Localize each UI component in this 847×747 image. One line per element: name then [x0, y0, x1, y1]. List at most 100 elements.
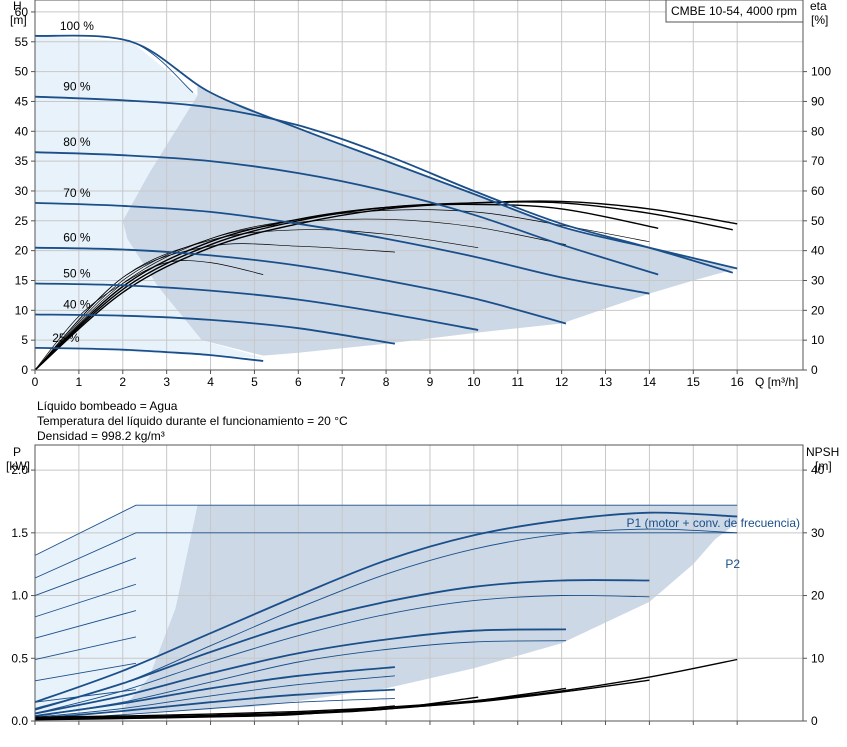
speed-label: 70 %	[63, 186, 91, 200]
speed-label: 25 %	[52, 331, 80, 345]
speed-label: 60 %	[63, 231, 91, 245]
y-label-left-unit: [m]	[10, 13, 27, 27]
head-curve-60	[34, 246, 567, 325]
x-tick-label: 8	[383, 375, 390, 389]
power-curve-p1	[34, 579, 650, 711]
plot-frame-top	[34, 0, 804, 371]
y-tick-label-right: 0	[811, 714, 818, 728]
x-tick-label: 10	[467, 375, 481, 389]
speed-label: 80 %	[63, 135, 91, 149]
y-label-left-name: P	[13, 445, 21, 459]
y-tick-label-left: 30	[15, 184, 29, 198]
y-tick-label-left: 40	[15, 124, 29, 138]
y-tick-label-left: 25	[15, 214, 29, 228]
efficiency-curve-40	[34, 243, 395, 371]
y-label-right-name: eta	[810, 0, 827, 13]
y-label-right-name: NPSH	[806, 445, 839, 459]
speed-label: 100 %	[60, 19, 94, 33]
y-tick-label-left: 5	[21, 333, 28, 347]
y-tick-label-right: 10	[811, 333, 825, 347]
efficiency-curve-80	[34, 203, 659, 371]
y-tick-label-right: 30	[811, 273, 825, 287]
x-tick-label: 1	[76, 375, 83, 389]
power-curve-p2	[34, 594, 650, 714]
speed-label: 50 %	[63, 266, 91, 280]
power-limit-line	[34, 504, 738, 556]
y-tick-label-left: 2.0	[11, 463, 28, 477]
y-tick-label-right: 40	[811, 244, 825, 258]
x-tick-label: 3	[163, 375, 170, 389]
y-tick-label-right: 10	[811, 651, 825, 665]
y-tick-label-right: 0	[811, 363, 818, 377]
y-label-right-unit: [m]	[815, 459, 832, 473]
y-tick-label-left: 60	[15, 5, 29, 19]
x-tick-label: 11	[512, 375, 525, 389]
info-line-3: Densidad = 998.2 kg/m³	[37, 429, 165, 443]
power-curve-p2	[34, 528, 738, 709]
y-tick-label-right: 20	[811, 303, 825, 317]
y-tick-label-right: 70	[811, 154, 825, 168]
x-tick-label: 6	[295, 375, 302, 389]
y-tick-label-right: 100	[811, 65, 831, 79]
x-tick-label: 16	[730, 375, 744, 389]
y-label-right-unit: [%]	[811, 13, 828, 27]
npsh-curve	[34, 705, 395, 721]
speed-label: 90 %	[63, 80, 91, 94]
x-tick-label: 15	[687, 375, 701, 389]
power-curve-p2	[34, 675, 395, 718]
y-tick-label-right: 90	[811, 94, 825, 108]
plot-frame-bottom	[34, 444, 804, 722]
head-curve-70	[34, 202, 650, 295]
x-tick-label: 7	[339, 375, 346, 389]
y-tick-label-left: 50	[15, 65, 29, 79]
power-fan-line	[34, 662, 137, 682]
power-curve-p1	[34, 511, 738, 704]
y-tick-label-left: 20	[15, 244, 29, 258]
power-fan-line	[34, 557, 137, 596]
speed-label: 40 %	[63, 298, 91, 312]
y-label-left-name: H	[13, 0, 22, 13]
head-curve-40	[34, 313, 396, 345]
y-tick-label-right: 30	[811, 526, 825, 540]
x-tick-label: 2	[119, 375, 126, 389]
head-curve-100	[34, 34, 738, 270]
info-line-1: Líquido bombeado = Agua	[37, 399, 178, 413]
series-label-p1: P1 (motor + conv. de frecuencia)	[626, 516, 800, 530]
y-tick-label-right: 80	[811, 124, 825, 138]
y-tick-label-right: 50	[811, 214, 825, 228]
y-tick-label-right: 20	[811, 589, 825, 603]
y-tick-label-left: 15	[15, 273, 29, 287]
power-fan-line	[34, 610, 137, 639]
efficiency-curve-100	[34, 200, 738, 371]
power-curve-p1	[34, 666, 395, 717]
power-fan-line	[34, 583, 137, 618]
x-tick-label: 0	[32, 375, 39, 389]
x-axis-label: Q [m³/h]	[755, 375, 798, 389]
y-tick-label-left: 1.0	[11, 589, 28, 603]
head-curve-90	[34, 95, 734, 274]
x-tick-label: 12	[555, 375, 569, 389]
y-tick-label-left: 10	[15, 303, 29, 317]
y-tick-label-left: 45	[15, 94, 29, 108]
power-curve-p1	[34, 688, 395, 720]
y-tick-label-left: 0.5	[11, 651, 28, 665]
x-tick-label: 14	[643, 375, 657, 389]
power-limit-line	[34, 532, 738, 579]
extended-range-bottom	[35, 505, 198, 715]
y-tick-label-left: 0.0	[11, 714, 28, 728]
y-tick-label-left: 35	[15, 154, 29, 168]
power-fan-line	[34, 636, 137, 660]
model-box-frame	[665, 0, 804, 23]
y-label-left-unit: [kW]	[6, 459, 30, 473]
x-tick-label: 13	[599, 375, 613, 389]
power-curve-p1	[34, 628, 567, 715]
head-curve-50	[34, 282, 479, 331]
x-tick-label: 5	[251, 375, 258, 389]
x-tick-label: 9	[427, 375, 434, 389]
extended-range-top	[35, 35, 264, 359]
model-box-text: CMBE 10-54, 4000 rpm	[671, 4, 797, 18]
x-tick-label: 4	[207, 375, 214, 389]
head-curve-80	[34, 151, 659, 276]
